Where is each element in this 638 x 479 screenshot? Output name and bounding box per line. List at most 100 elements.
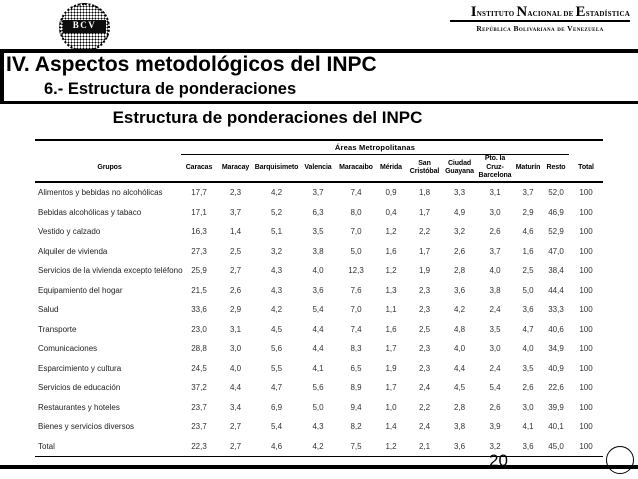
table-row: Salud 33,6 2,9 4,2 5,4 7,0 1,1 2,3 4,2 2,4 3,6 33,3…	[35, 300, 603, 320]
cell-value: 2,5	[229, 246, 242, 256]
cell-value: 4,6	[522, 227, 534, 237]
cell-value: 17,1	[191, 207, 207, 217]
groups-column-header: Grupos	[35, 154, 181, 183]
cell-value: 2,6	[489, 227, 501, 237]
cell-value: 2,6	[229, 285, 242, 295]
row-label: Esparcimiento y cultura	[38, 363, 122, 373]
cell-value: 1,4	[229, 227, 242, 237]
cell-value: 3,7	[522, 188, 534, 198]
cell-value: 8,9	[350, 383, 362, 393]
cell-value: 5,0	[312, 402, 324, 412]
cell-value: 3,5	[312, 227, 324, 237]
column-header: Barquisimeto	[254, 154, 299, 183]
cell-value: 4,3	[270, 266, 283, 276]
column-header: Pto. la Cruz- Barcelona	[477, 154, 513, 183]
ine-logo-initial: I	[470, 4, 477, 20]
cell-value: 2,3	[229, 188, 242, 198]
column-header: Maturín	[513, 154, 543, 183]
cell-value: 7,5	[350, 441, 362, 451]
cell-value: 3,5	[522, 363, 534, 373]
cell-value: 100	[579, 266, 593, 276]
row-label: Restaurantes y hoteles	[38, 402, 120, 412]
cell-value: 47,0	[548, 246, 564, 256]
cell-value: 7,6	[350, 285, 362, 295]
cell-value: 6,9	[270, 402, 283, 412]
cell-value: 100	[579, 285, 593, 295]
cell-value: 39,9	[548, 402, 564, 412]
row-label: Equipamiento del hogar	[38, 285, 123, 295]
table-row: Vestido y calzado 16,3 1,4 5,1 3,5 7,0 1,2 2,2 3…	[35, 222, 603, 242]
cell-value: 4,3	[312, 422, 324, 432]
cell-value: 100	[579, 363, 593, 373]
footer-divider	[0, 465, 638, 469]
cell-value: 4,4	[312, 344, 324, 354]
cell-value: 1,9	[418, 266, 431, 276]
cell-value: 7,0	[350, 227, 362, 237]
cell-value: 7,0	[350, 305, 362, 315]
cell-value: 4,2	[453, 305, 466, 315]
cell-value: 4,7	[270, 383, 283, 393]
cell-value: 3,8	[453, 422, 466, 432]
cell-value: 4,1	[522, 422, 534, 432]
table-row: Equipamiento del hogar 21,5 2,6 4,3 3,6 7,6 1,…	[35, 281, 603, 301]
cell-value: 2,9	[522, 207, 534, 217]
cell-value: 1,6	[522, 246, 534, 256]
cell-value: 3,6	[522, 441, 534, 451]
cell-value: 27,3	[191, 246, 207, 256]
cell-value: 100	[579, 305, 593, 315]
cell-value: 5,4	[312, 305, 324, 315]
cell-value: 1,4	[385, 422, 397, 432]
cell-value: 2,4	[418, 422, 431, 432]
cell-value: 2,4	[489, 305, 501, 315]
cell-value: 3,9	[489, 422, 501, 432]
areas-header-row: Áreas Metropolitanas	[35, 140, 603, 155]
cell-value: 1,7	[418, 207, 431, 217]
cell-value: 3,6	[453, 441, 466, 451]
cell-value: 45,0	[548, 441, 564, 451]
row-label: Bebidas alcohólicas y tabaco	[38, 207, 142, 217]
cell-value: 5,6	[312, 383, 324, 393]
ine-logo-line2: República Bolivariana de Venezuela	[476, 24, 604, 33]
cell-value: 2,7	[229, 266, 242, 276]
table-row: Bienes y servicios diversos 23,7 2,7 5,4 4,3…	[35, 417, 603, 437]
cell-value: 5,0	[522, 285, 534, 295]
cell-value: 3,5	[489, 324, 501, 334]
cell-value: 100	[579, 188, 593, 198]
cell-value: 1,1	[385, 305, 397, 315]
cell-value: 4,9	[453, 207, 466, 217]
cell-value: 5,4	[270, 422, 283, 432]
ine-logo: INSTITUTO NACIONAL DE ESTADÍSTICA Repúbl…	[450, 4, 630, 33]
ine-logo-word: NSTITUTO	[476, 10, 517, 18]
cell-value: 2,4	[489, 363, 501, 373]
cell-value: 1,6	[385, 246, 397, 256]
column-header: Ciudad Guayana	[442, 154, 477, 183]
cell-value: 2,1	[418, 441, 431, 451]
row-label: Servicios de la vivienda excepto teléfon…	[38, 266, 183, 276]
column-header: Mérida	[375, 154, 407, 183]
cell-value: 3,8	[489, 285, 501, 295]
cell-value: 33,3	[548, 305, 564, 315]
page-title: IV. Aspectos metodológicos del INPC	[6, 53, 377, 76]
cell-value: 4,0	[453, 344, 466, 354]
cell-value: 1,7	[385, 344, 397, 354]
table-row: Alquiler de vivienda 27,3 2,5 3,2 3,8 5,0 1,6 1…	[35, 242, 603, 262]
ine-logo-word: ACIONAL DE	[527, 10, 576, 18]
table-row: Comunicaciones 28,8 3,0 5,6 4,4 8,3 1,7 2,3 4,0 3…	[35, 339, 603, 359]
column-header: Maracay	[217, 154, 254, 183]
cell-value: 7,4	[350, 188, 362, 198]
cell-value: 3,2	[270, 246, 283, 256]
cell-value: 3,3	[453, 188, 466, 198]
title-left-bar	[0, 49, 4, 104]
cell-value: 1,9	[385, 363, 397, 373]
cell-value: 7,4	[350, 324, 362, 334]
cell-value: 4,6	[270, 441, 283, 451]
row-label: Vestido y calzado	[38, 227, 101, 237]
cell-value: 44,4	[548, 285, 564, 295]
row-label: Alimentos y bebidas no alcohólicas	[38, 188, 163, 198]
cell-value: 16,3	[191, 227, 207, 237]
areas-metropolitanas-header: Áreas Metropolitanas	[181, 140, 570, 155]
cell-value: 2,3	[418, 363, 431, 373]
cell-value: 23,0	[191, 324, 207, 334]
cell-value: 5,5	[270, 363, 283, 373]
cell-value: 25,9	[191, 266, 207, 276]
